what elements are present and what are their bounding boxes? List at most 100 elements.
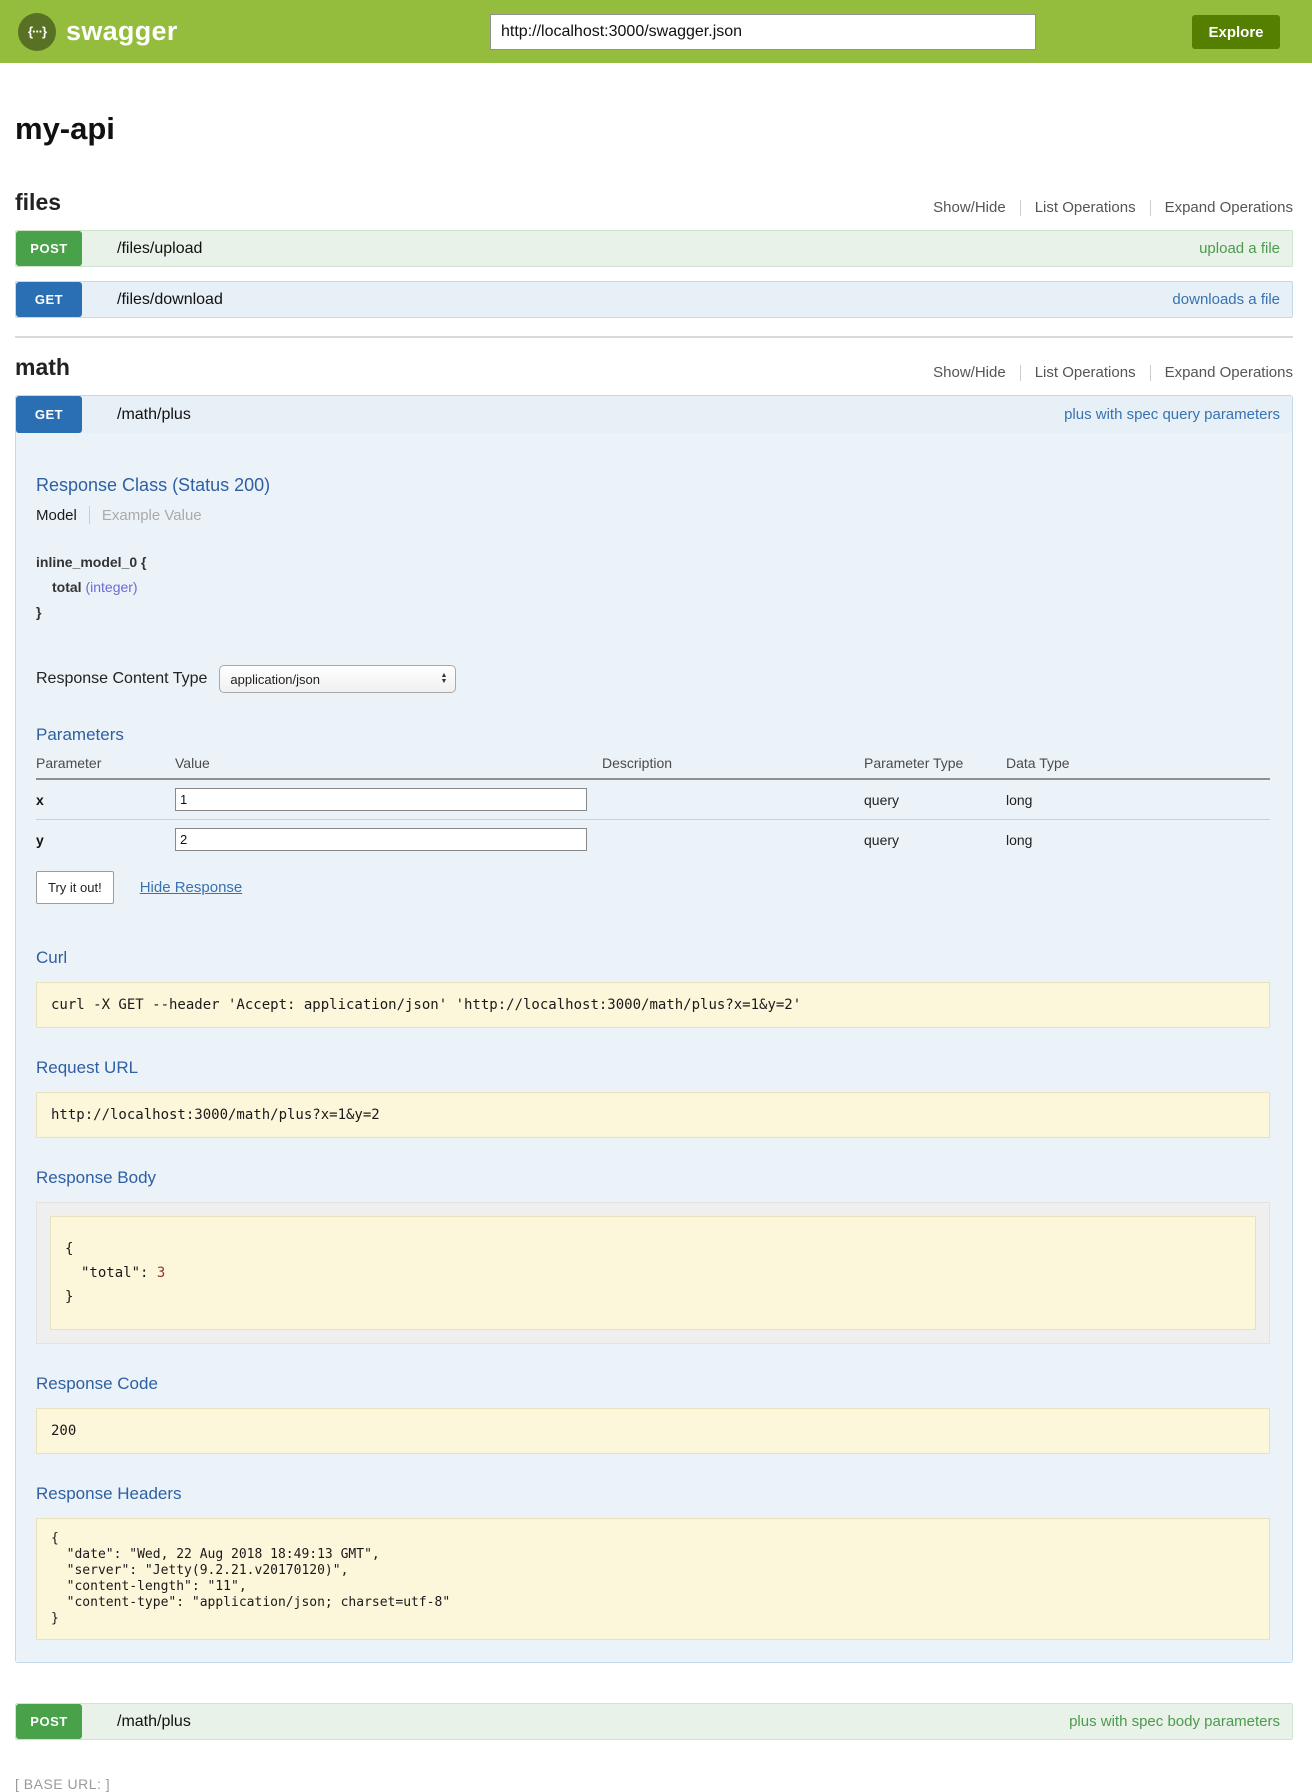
headers-line: { bbox=[51, 1531, 59, 1546]
math-expand-operations-link[interactable]: Expand Operations bbox=[1164, 364, 1293, 381]
select-arrows-icon: ▲ ▼ bbox=[440, 672, 448, 685]
json-separator: : bbox=[140, 1265, 157, 1281]
response-code-heading: Response Code bbox=[36, 1374, 158, 1393]
headers-line: "content-length": "11", bbox=[51, 1579, 247, 1594]
json-key: "total" bbox=[81, 1265, 141, 1281]
post-method-badge: POST bbox=[16, 1704, 82, 1739]
response-body-heading: Response Body bbox=[36, 1168, 157, 1187]
request-url-box: http://localhost:3000/math/plus?x=1&y=2 bbox=[36, 1092, 1270, 1138]
divider bbox=[1149, 364, 1151, 381]
swagger-brand[interactable]: {···} swagger bbox=[18, 12, 178, 51]
divider bbox=[88, 506, 90, 524]
request-url-heading: Request URL bbox=[36, 1058, 139, 1077]
operation-summary-link[interactable]: plus with spec query parameters bbox=[1064, 406, 1280, 423]
response-body-box: { "total": 3 } bbox=[50, 1216, 1256, 1330]
model-signature: inline_model_0 { total (integer) } bbox=[36, 550, 1270, 625]
param-name: y bbox=[36, 831, 44, 848]
divider bbox=[1019, 364, 1021, 381]
headers-line: "server": "Jetty(9.2.21.v20170120)", bbox=[51, 1563, 349, 1578]
parameter-row-y: y query long bbox=[36, 820, 1270, 859]
files-expand-operations-link[interactable]: Expand Operations bbox=[1164, 199, 1293, 216]
col-description: Description bbox=[602, 755, 673, 771]
headers-line: } bbox=[51, 1611, 59, 1626]
json-close-brace: } bbox=[65, 1289, 74, 1305]
get-method-badge: GET bbox=[16, 282, 82, 317]
response-headers-box: { "date": "Wed, 22 Aug 2018 18:49:13 GMT… bbox=[36, 1518, 1270, 1640]
operation-summary-link[interactable]: downloads a file bbox=[1172, 291, 1280, 308]
files-section-title[interactable]: files bbox=[15, 189, 62, 215]
model-property: total (integer) bbox=[36, 575, 1270, 600]
explore-button[interactable]: Explore bbox=[1192, 15, 1280, 49]
post-method-badge: POST bbox=[16, 231, 82, 266]
response-content-type-row: Response Content Type application/json ▲… bbox=[36, 665, 1270, 693]
operation-row-get-math-plus[interactable]: GET /math/plus plus with spec query para… bbox=[16, 396, 1292, 433]
files-section-controls: Show/Hide List Operations Expand Operati… bbox=[933, 199, 1293, 216]
response-headers-heading: Response Headers bbox=[36, 1484, 182, 1503]
param-name: x bbox=[36, 791, 44, 808]
divider bbox=[1149, 199, 1151, 216]
parameter-row-x: x query long bbox=[36, 780, 1270, 820]
files-list-operations-link[interactable]: List Operations bbox=[1034, 199, 1136, 216]
operation-summary-link[interactable]: upload a file bbox=[1199, 240, 1280, 257]
operation-row-post-math-plus[interactable]: POST /math/plus plus with spec body para… bbox=[15, 1703, 1293, 1740]
math-show-hide-link[interactable]: Show/Hide bbox=[933, 364, 1006, 381]
col-parameter-type: Parameter Type bbox=[864, 755, 964, 771]
operation-summary-link[interactable]: plus with spec body parameters bbox=[1069, 1713, 1280, 1730]
model-open-line: inline_model_0 { bbox=[36, 554, 147, 570]
section-divider bbox=[15, 336, 1293, 338]
response-content-type-label: Response Content Type bbox=[36, 670, 208, 687]
page-title: my-api bbox=[15, 111, 115, 146]
headers-line: "content-type": "application/json; chars… bbox=[51, 1595, 451, 1610]
files-show-hide-link[interactable]: Show/Hide bbox=[933, 199, 1006, 216]
operation-row-get-files-download[interactable]: GET /files/download downloads a file bbox=[15, 281, 1293, 318]
response-code-box: 200 bbox=[36, 1408, 1270, 1454]
swagger-logo-icon: {···} bbox=[18, 12, 56, 51]
json-value: 3 bbox=[156, 1265, 166, 1281]
tab-model[interactable]: Model bbox=[36, 506, 77, 524]
operation-row-post-files-upload[interactable]: POST /files/upload upload a file bbox=[15, 230, 1293, 267]
model-close-line: } bbox=[36, 604, 42, 620]
operation-get-math-plus: GET /math/plus plus with spec query para… bbox=[15, 395, 1293, 1663]
response-content-type-select[interactable]: application/json ▲ ▼ bbox=[219, 665, 457, 693]
model-property-name: total bbox=[52, 579, 82, 595]
headers-line: "date": "Wed, 22 Aug 2018 18:49:13 GMT", bbox=[51, 1547, 380, 1562]
divider bbox=[1019, 199, 1021, 216]
header-bar: {···} swagger Explore bbox=[0, 0, 1312, 63]
try-row: Try it out! Hide Response bbox=[36, 871, 1270, 904]
operation-path-link[interactable]: /math/plus bbox=[117, 1712, 191, 1730]
math-list-operations-link[interactable]: List Operations bbox=[1034, 364, 1136, 381]
param-data-type: long bbox=[1006, 791, 1033, 808]
col-value: Value bbox=[175, 755, 210, 771]
operation-path-link[interactable]: /files/download bbox=[117, 290, 223, 308]
try-it-out-button[interactable]: Try it out! bbox=[36, 871, 114, 904]
operation-path-link[interactable]: /files/upload bbox=[117, 239, 203, 257]
curl-heading: Curl bbox=[36, 948, 68, 967]
base-url-footer: [ BASE URL: ] bbox=[15, 1776, 111, 1792]
param-data-type: long bbox=[1006, 831, 1033, 848]
operation-path-link[interactable]: /math/plus bbox=[117, 405, 191, 423]
response-class-heading: Response Class (Status 200) bbox=[36, 475, 271, 495]
response-content-type-value: application/json bbox=[230, 671, 320, 687]
param-y-value-input[interactable] bbox=[175, 828, 587, 851]
files-section-header: files Show/Hide List Operations Expand O… bbox=[15, 189, 1293, 216]
spec-url-input[interactable] bbox=[490, 14, 1036, 50]
parameters-heading: Parameters bbox=[36, 725, 124, 744]
operation-detail-panel: Response Class (Status 200) Model Exampl… bbox=[16, 433, 1292, 1662]
parameters-table: Parameter Value Description Parameter Ty… bbox=[36, 755, 1270, 859]
math-section-header: math Show/Hide List Operations Expand Op… bbox=[15, 354, 1293, 381]
param-parameter-type: query bbox=[864, 791, 900, 808]
param-x-value-input[interactable] bbox=[175, 788, 587, 811]
model-tabs: Model Example Value bbox=[36, 506, 1270, 524]
param-parameter-type: query bbox=[864, 831, 900, 848]
get-method-badge: GET bbox=[16, 396, 82, 433]
hide-response-link[interactable]: Hide Response bbox=[139, 879, 243, 896]
model-property-type: (integer) bbox=[85, 579, 138, 595]
col-data-type: Data Type bbox=[1006, 755, 1070, 771]
brand-name: swagger bbox=[66, 16, 178, 46]
math-section-title[interactable]: math bbox=[15, 354, 70, 380]
json-open-brace: { bbox=[65, 1241, 74, 1257]
tab-example-value[interactable]: Example Value bbox=[101, 506, 202, 524]
response-body-wrapper: { "total": 3 } bbox=[36, 1202, 1270, 1344]
parameters-table-header: Parameter Value Description Parameter Ty… bbox=[36, 755, 1270, 780]
json-total-line: "total": 3 bbox=[65, 1261, 1241, 1285]
